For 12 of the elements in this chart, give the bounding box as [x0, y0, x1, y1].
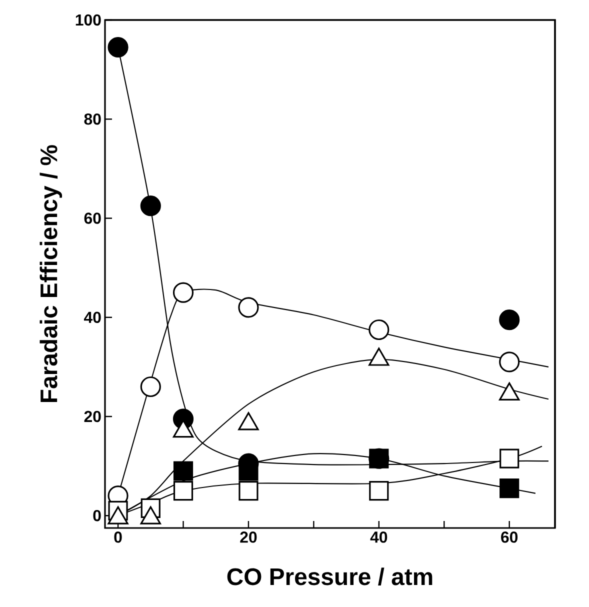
x-tick-label: 60 [501, 532, 518, 543]
y-axis-title: Faradaic Efficiency / % [40, 145, 62, 402]
y-tick-label: 80 [84, 113, 101, 125]
y-tick-label: 20 [84, 410, 101, 422]
x-axis-title: CO Pressure / atm [227, 568, 432, 586]
y-tick-label: 40 [84, 312, 101, 323]
x-tick-label: 20 [240, 532, 257, 543]
y-tick-label: 0 [93, 510, 101, 522]
y-tick-label: 60 [84, 212, 101, 224]
y-tick-label: 100 [76, 14, 101, 26]
x-tick-label: 0 [114, 532, 122, 543]
x-tick-label: 40 [370, 532, 388, 543]
